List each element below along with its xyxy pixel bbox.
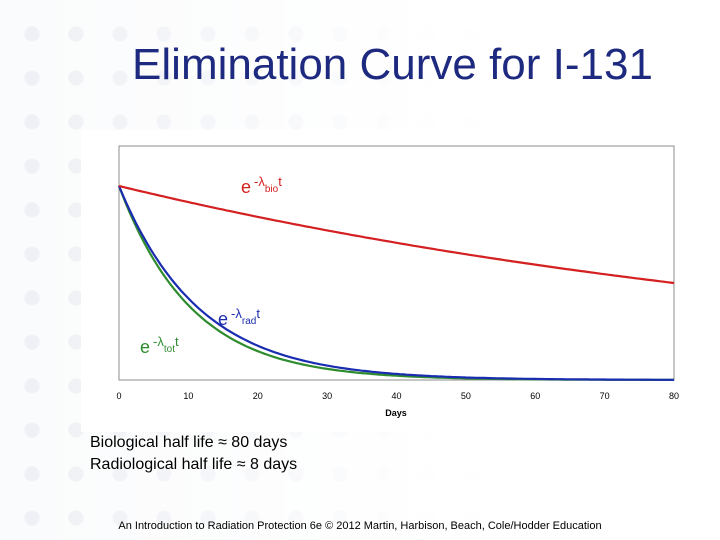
radiological-half-life-note: Radiological half life ≈ 8 days bbox=[90, 456, 298, 473]
x-tick-label: 30 bbox=[322, 391, 332, 401]
bio-annotation: e -λbiot bbox=[241, 174, 282, 197]
series-lines bbox=[117, 184, 675, 381]
x-axis-ticks: 0 10 20 30 40 50 60 70 80 bbox=[116, 391, 679, 401]
chart-panel: 0 10 20 30 40 50 60 70 80 Days e -λbiot e -λradt e… bbox=[81, 130, 689, 432]
rad-annotation: e -λradt bbox=[218, 306, 260, 329]
footer-citation: An Introduction to Radiation Protection … bbox=[0, 520, 720, 532]
tot-annotation-sub: tot bbox=[164, 344, 175, 355]
rad-annotation-sub: rad bbox=[242, 316, 256, 327]
bio-annotation-sub: bio bbox=[265, 184, 279, 195]
tot-annotation-exp: -λ bbox=[153, 334, 164, 349]
x-tick-label: 0 bbox=[116, 391, 121, 401]
x-tick-label: 50 bbox=[461, 391, 471, 401]
rad-annotation-base: e bbox=[218, 309, 228, 329]
biological-half-life-note: Biological half life ≈ 80 days bbox=[90, 434, 288, 451]
plot-area bbox=[118, 145, 675, 381]
rad-annotation-tail: t bbox=[256, 306, 260, 321]
x-axis-label: Days bbox=[385, 408, 407, 418]
x-tick-label: 20 bbox=[253, 391, 263, 401]
tot-annotation: e -λtott bbox=[140, 334, 179, 357]
x-tick-label: 80 bbox=[669, 391, 679, 401]
bio-annotation-tail: t bbox=[278, 174, 282, 189]
tot-annotation-tail: t bbox=[175, 334, 179, 349]
x-tick-label: 10 bbox=[183, 391, 193, 401]
rad-annotation-exp: -λ bbox=[231, 306, 242, 321]
x-tick-label: 60 bbox=[530, 391, 540, 401]
footer-text: An Introduction to Radiation Protection … bbox=[118, 520, 602, 532]
half-life-notes: Biological half life ≈ 80 days Radiologi… bbox=[90, 432, 297, 476]
x-tick-label: 70 bbox=[600, 391, 610, 401]
elimination-chart: 0 10 20 30 40 50 60 70 80 Days e -λbiot e -λradt e… bbox=[116, 145, 679, 418]
biological-decay-line bbox=[118, 184, 675, 285]
radiological-decay-line bbox=[117, 185, 674, 381]
bio-annotation-base: e bbox=[241, 177, 251, 197]
slide-title: Elimination Curve for I-131 bbox=[132, 40, 653, 89]
tot-annotation-base: e bbox=[140, 337, 150, 357]
x-tick-label: 40 bbox=[391, 391, 401, 401]
bio-annotation-exp: -λ bbox=[254, 174, 265, 189]
